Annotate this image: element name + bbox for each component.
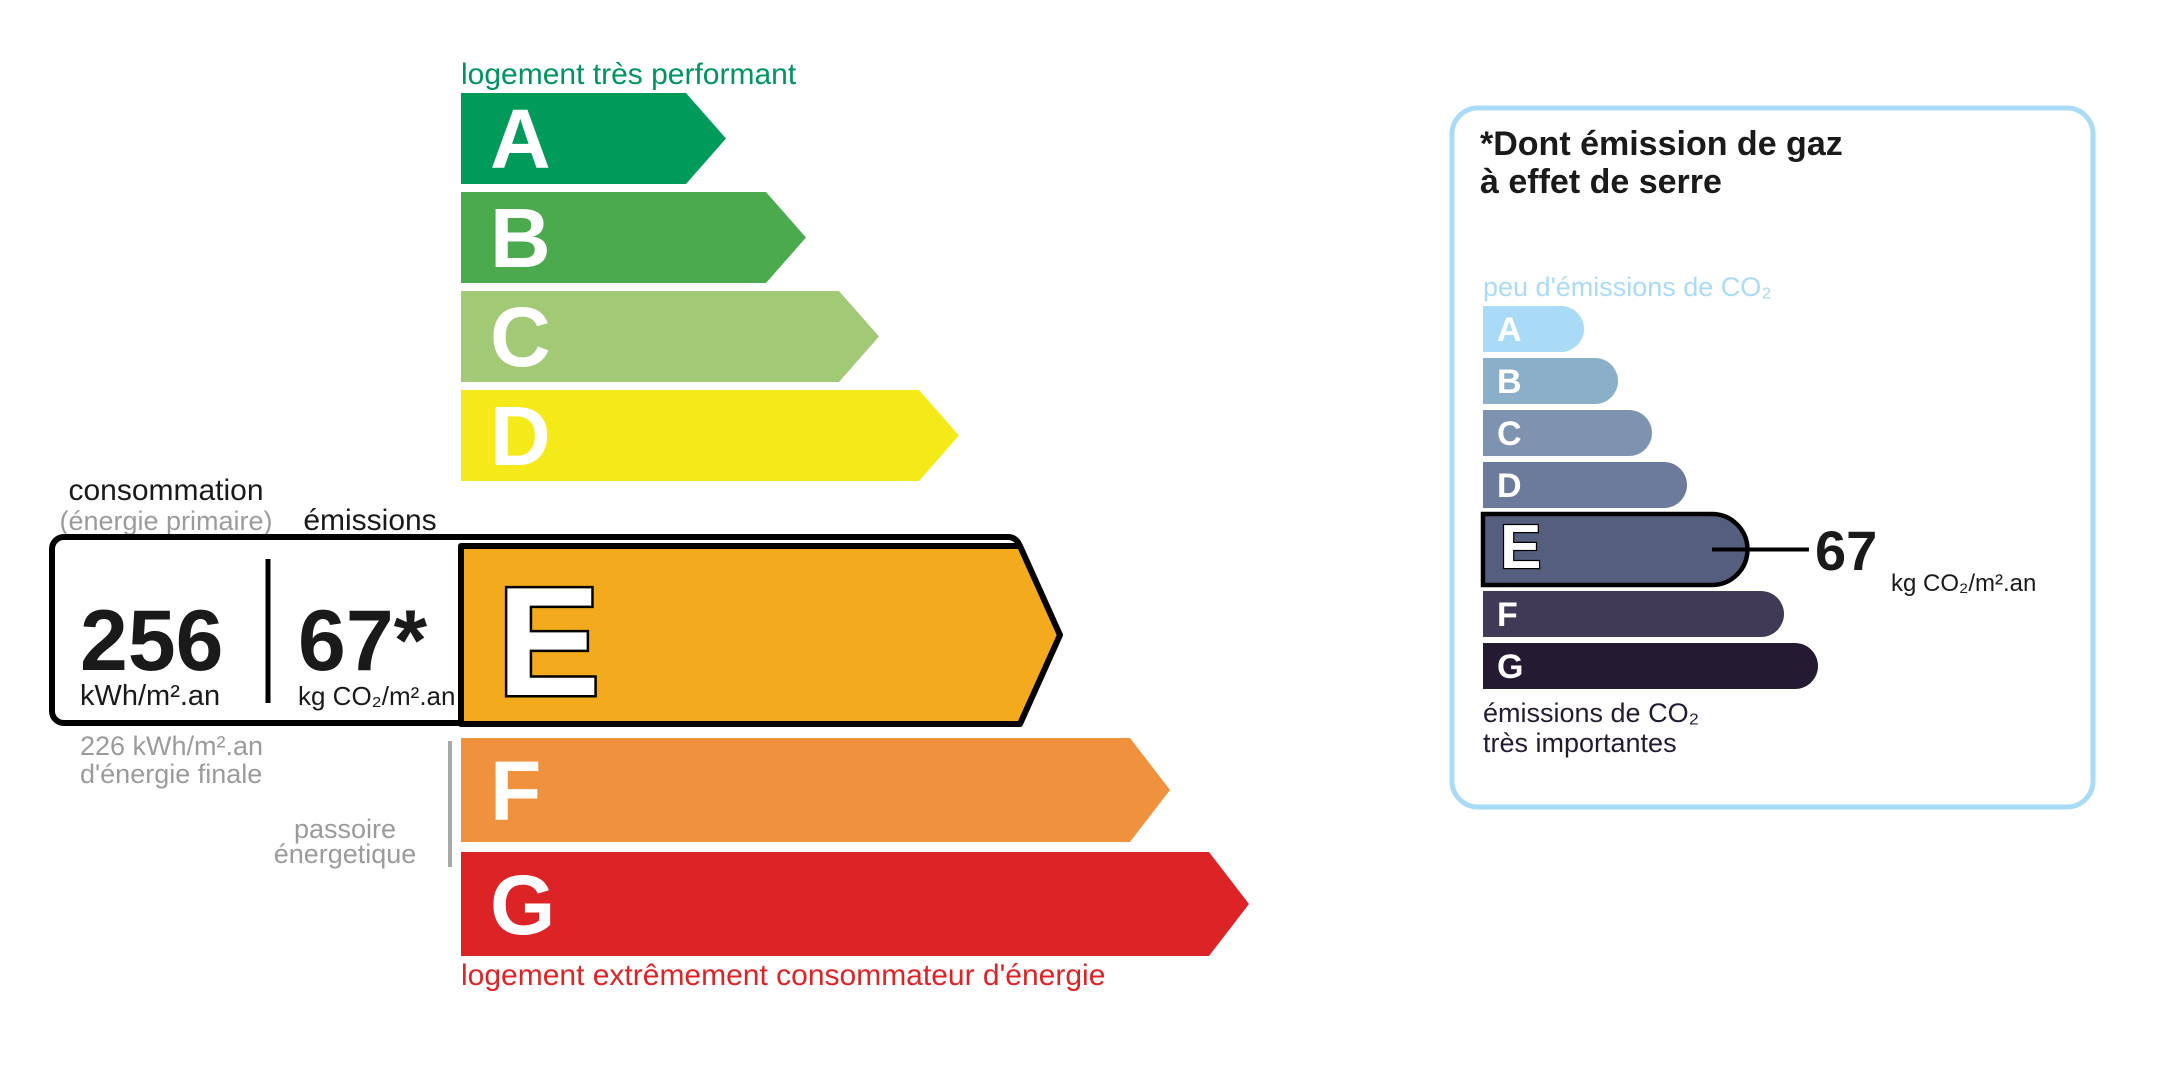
svg-text:67: 67 xyxy=(1815,519,1877,582)
svg-text:énergetique: énergetique xyxy=(274,839,417,869)
svg-text:F: F xyxy=(1497,596,1518,634)
svg-text:B: B xyxy=(1497,363,1522,401)
svg-text:logement très performant: logement très performant xyxy=(461,58,797,91)
svg-text:très importantes: très importantes xyxy=(1483,728,1677,758)
svg-text:kg CO₂/m².an: kg CO₂/m².an xyxy=(1891,570,2036,597)
svg-text:peu d'émissions de CO₂: peu d'émissions de CO₂ xyxy=(1483,272,1772,302)
svg-text:logement extrêmement consommat: logement extrêmement consommateur d'éner… xyxy=(461,959,1105,992)
svg-text:à effet de serre: à effet de serre xyxy=(1480,163,1722,201)
svg-text:consommation: consommation xyxy=(68,474,263,507)
svg-text:226 kWh/m².an: 226 kWh/m².an xyxy=(80,731,263,761)
svg-text:kg CO₂/m².an: kg CO₂/m².an xyxy=(298,681,455,711)
svg-text:C: C xyxy=(490,290,551,384)
svg-text:A: A xyxy=(490,92,551,186)
svg-text:D: D xyxy=(490,389,551,483)
svg-text:émissions: émissions xyxy=(303,504,436,537)
svg-text:émissions de CO₂: émissions de CO₂ xyxy=(1483,698,1699,728)
svg-text:E: E xyxy=(1500,513,1541,582)
svg-text:B: B xyxy=(490,191,551,285)
svg-text:C: C xyxy=(1497,415,1522,453)
svg-text:kWh/m².an: kWh/m².an xyxy=(80,680,220,712)
svg-text:A: A xyxy=(1497,311,1522,349)
svg-text:G: G xyxy=(1497,648,1523,686)
svg-text:256: 256 xyxy=(80,593,224,689)
svg-text:D: D xyxy=(1497,467,1522,505)
svg-text:F: F xyxy=(490,744,541,838)
svg-text:67*: 67* xyxy=(298,593,428,689)
svg-text:*Dont émission de gaz: *Dont émission de gaz xyxy=(1480,125,1843,163)
svg-text:G: G xyxy=(490,858,555,952)
svg-text:d'énergie finale: d'énergie finale xyxy=(80,759,262,789)
svg-text:(énergie primaire): (énergie primaire) xyxy=(59,506,272,536)
svg-text:E: E xyxy=(497,555,600,728)
